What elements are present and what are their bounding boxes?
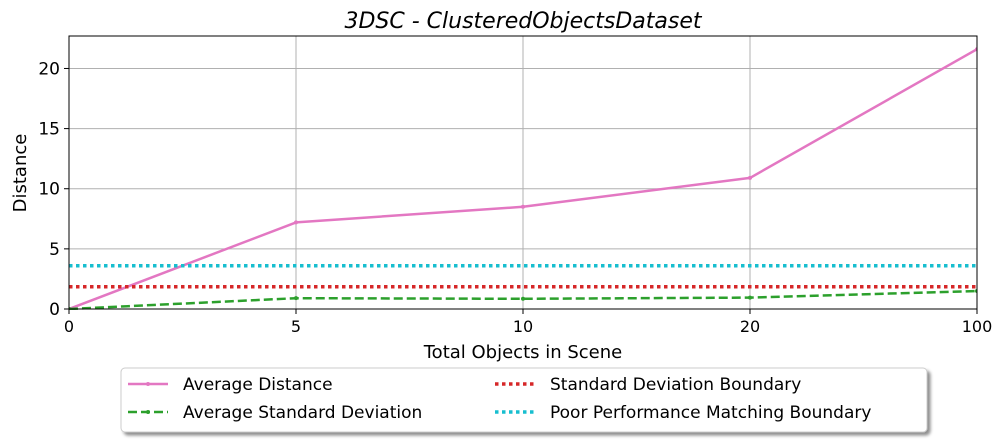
legend: Average Distance Average Standard Deviati… (120, 367, 928, 433)
data-point (294, 220, 298, 225)
series-line-average-standard-deviation (69, 289, 977, 310)
axis-ticks: 0 5 10 20 100 0 5 10 15 20 (38, 59, 992, 336)
y-axis-label: Distance (10, 134, 31, 213)
data-point (521, 204, 525, 209)
x-tick-label: 10 (513, 317, 533, 336)
legend-label: Poor Performance Matching Boundary (550, 403, 871, 423)
x-tick-label: 5 (291, 317, 301, 336)
y-tick-label: 20 (38, 59, 60, 79)
y-tick-label: 5 (49, 240, 60, 260)
legend-items: Average Distance Average Standard Deviati… (128, 375, 871, 423)
legend-label: Standard Deviation Boundary (550, 375, 801, 395)
data-point (294, 296, 298, 301)
legend-item: Average Distance (128, 375, 333, 395)
legend-item: Poor Performance Matching Boundary (495, 403, 871, 423)
x-axis-label: Total Objects in Scene (423, 342, 623, 363)
legend-box (120, 367, 928, 433)
legend-item: Average Standard Deviation (128, 403, 422, 423)
x-tick-label: 20 (740, 317, 760, 336)
grid (68, 36, 978, 310)
legend-label: Average Distance (183, 375, 333, 395)
legend-item: Standard Deviation Boundary (495, 375, 801, 395)
chart-title: 3DSC - ClusteredObjectsDataset (344, 9, 702, 34)
data-point (521, 296, 525, 301)
legend-label: Average Standard Deviation (183, 403, 422, 423)
x-tick-label: 100 (962, 317, 993, 336)
x-tick-label: 0 (64, 317, 74, 336)
legend-marker (146, 382, 150, 386)
data-point (748, 175, 752, 180)
y-tick-label: 15 (38, 120, 60, 140)
data-point (748, 295, 752, 300)
legend-marker (146, 410, 150, 414)
y-tick-label: 0 (49, 300, 60, 320)
y-tick-label: 10 (38, 180, 60, 200)
